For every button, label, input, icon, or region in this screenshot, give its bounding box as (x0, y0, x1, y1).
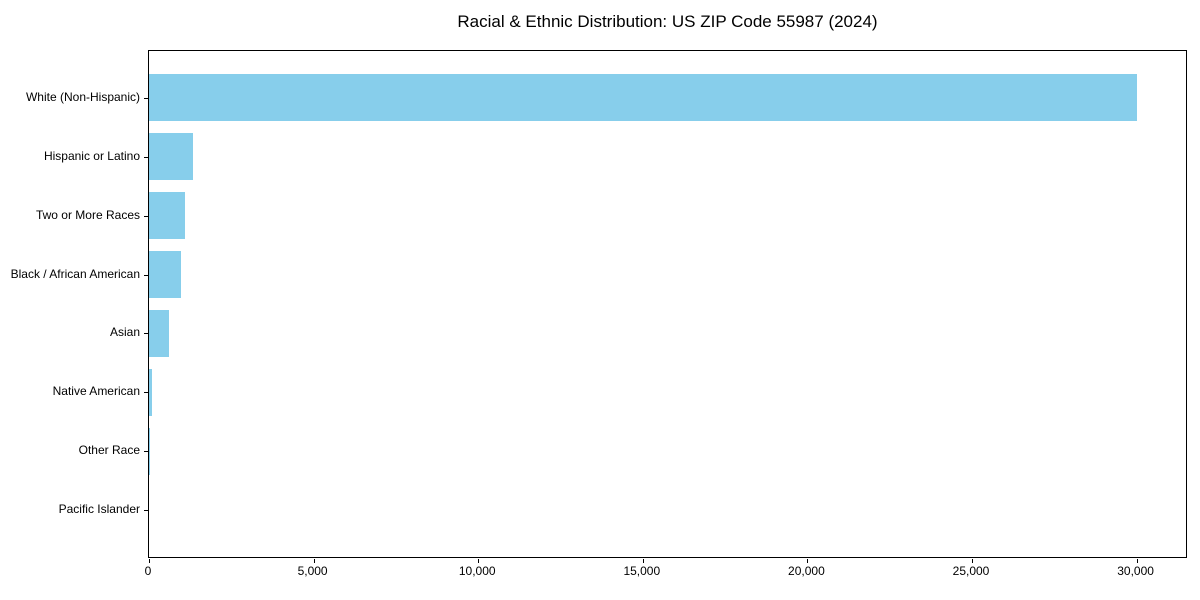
bar-asian (149, 309, 169, 357)
plot-area (144, 50, 1187, 563)
x-tick-mark (972, 559, 973, 563)
x-tick-label: 20,000 (788, 564, 825, 578)
x-tick-label: 5,000 (297, 564, 328, 578)
chart-title: Racial & Ethnic Distribution: US ZIP Cod… (457, 12, 878, 31)
bar-black-african-american (149, 251, 181, 298)
x-tick-mark (807, 559, 808, 563)
x-tick-mark (1137, 559, 1138, 563)
y-tick-label: Native American (52, 384, 140, 399)
x-tick-label: 25,000 (952, 564, 990, 578)
y-tick-mark (144, 98, 148, 99)
y-tick-mark (144, 510, 148, 511)
x-tick-label: 30,000 (1117, 564, 1154, 578)
x-tick-mark (149, 559, 150, 563)
y-tick-label: Asian (109, 325, 140, 340)
x-tick-label: 0 (144, 564, 152, 578)
y-tick-mark (144, 333, 148, 334)
bar-white-non-hispanic (149, 74, 1137, 122)
y-tick-mark (144, 216, 148, 217)
y-tick-mark (144, 451, 148, 452)
y-tick-mark (144, 275, 148, 276)
y-tick-mark (144, 392, 148, 393)
x-tick-mark (478, 559, 479, 563)
x-tick-label: 10,000 (458, 564, 496, 578)
bar-hispanic-or-latino (149, 133, 193, 181)
x-tick-mark (643, 559, 644, 563)
y-tick-label: White (Non-Hispanic) (25, 89, 140, 104)
y-tick-label: Hispanic or Latino (43, 148, 140, 163)
bar-native-american (149, 368, 152, 416)
y-tick-label: Black / African American (10, 266, 140, 281)
y-tick-label: Other Race (78, 443, 140, 458)
y-tick-label: Two or More Races (35, 207, 140, 222)
x-tick-label: 15,000 (623, 564, 661, 578)
y-tick-label: Pacific Islander (58, 502, 140, 517)
bar-two-or-more-races (149, 192, 185, 240)
y-tick-mark (144, 157, 148, 158)
x-tick-mark (314, 559, 315, 563)
bar-other-race (149, 427, 150, 475)
